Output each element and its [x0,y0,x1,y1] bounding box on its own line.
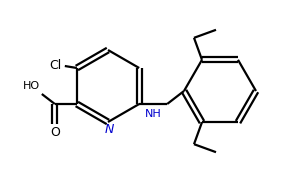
Text: Cl: Cl [49,59,62,71]
Text: HO: HO [23,81,40,91]
Text: N: N [104,123,114,136]
Text: O: O [50,126,60,139]
Text: NH: NH [145,109,162,119]
